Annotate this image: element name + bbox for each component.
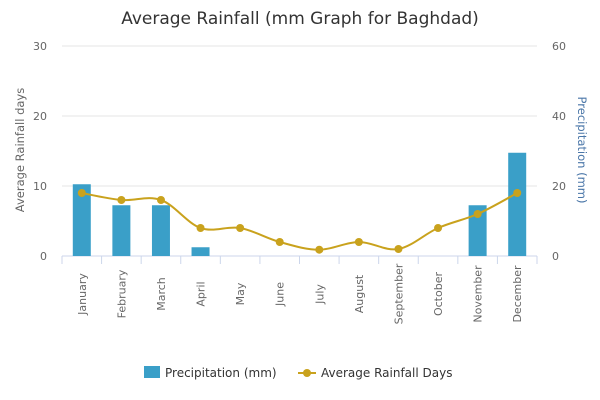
line-point xyxy=(513,189,522,197)
rainfall-days-line xyxy=(81,192,518,251)
legend-item-rainfall-days[interactable]: Average Rainfall Days xyxy=(298,366,452,380)
y-left-tick-label: 10 xyxy=(33,180,47,193)
legend: Precipitation (mm) Average Rainfall Days xyxy=(144,366,452,380)
x-tick-label: July xyxy=(313,284,326,305)
y-right-tick-label: 60 xyxy=(552,40,566,53)
line-point xyxy=(236,224,245,232)
legend-item-precipitation[interactable]: Precipitation (mm) xyxy=(144,366,277,380)
x-tick-label: May xyxy=(234,282,247,305)
bar-series xyxy=(72,152,527,256)
bar xyxy=(191,247,210,256)
y-axis-right-title: Precipitation (mm) xyxy=(575,97,589,204)
x-axis: January February March April May June July Augu… xyxy=(61,256,538,324)
line-point xyxy=(394,245,403,253)
y-axis-left-title: Average Rainfall days xyxy=(13,88,27,212)
bar xyxy=(508,152,527,256)
y-right-tick-label: 0 xyxy=(552,250,559,263)
bar xyxy=(151,205,170,256)
x-tick-label: August xyxy=(353,274,366,313)
x-tick-label: June xyxy=(274,282,287,307)
legend-swatch-precipitation xyxy=(144,366,160,378)
line-point xyxy=(354,238,363,246)
line-point xyxy=(196,224,205,232)
legend-marker-rainfall-days xyxy=(303,369,311,377)
x-tick-label: December xyxy=(511,265,524,323)
x-tick-label: October xyxy=(432,272,445,316)
line-point xyxy=(473,210,482,218)
x-tick-label: February xyxy=(115,269,128,318)
y-axis-left: 0 10 20 30 xyxy=(33,40,47,263)
line-series xyxy=(77,189,522,254)
line-point xyxy=(315,245,324,254)
y-left-tick-label: 0 xyxy=(40,250,47,263)
y-right-tick-label: 40 xyxy=(552,110,566,123)
line-point xyxy=(275,238,284,246)
chart-title: Average Rainfall (mm Graph for Baghdad) xyxy=(121,9,479,29)
line-point xyxy=(156,196,165,204)
x-tick-label: January xyxy=(76,273,89,316)
y-axis-right: 0 20 40 60 xyxy=(552,40,566,263)
gridlines xyxy=(62,45,537,257)
x-tick-label: April xyxy=(195,281,208,306)
legend-label-precipitation: Precipitation (mm) xyxy=(165,366,277,380)
bar xyxy=(468,205,487,256)
y-right-tick-label: 20 xyxy=(552,180,566,193)
line-point xyxy=(434,224,443,232)
x-tick-label: March xyxy=(155,277,168,311)
y-left-tick-label: 20 xyxy=(33,110,47,123)
bar xyxy=(72,184,91,256)
line-point xyxy=(117,196,126,204)
y-left-tick-label: 30 xyxy=(33,40,47,53)
x-tick-label: September xyxy=(392,263,405,324)
legend-label-rainfall-days: Average Rainfall Days xyxy=(321,366,452,380)
line-point xyxy=(77,189,86,197)
bar xyxy=(112,205,131,256)
x-tick-label: November xyxy=(472,265,485,323)
